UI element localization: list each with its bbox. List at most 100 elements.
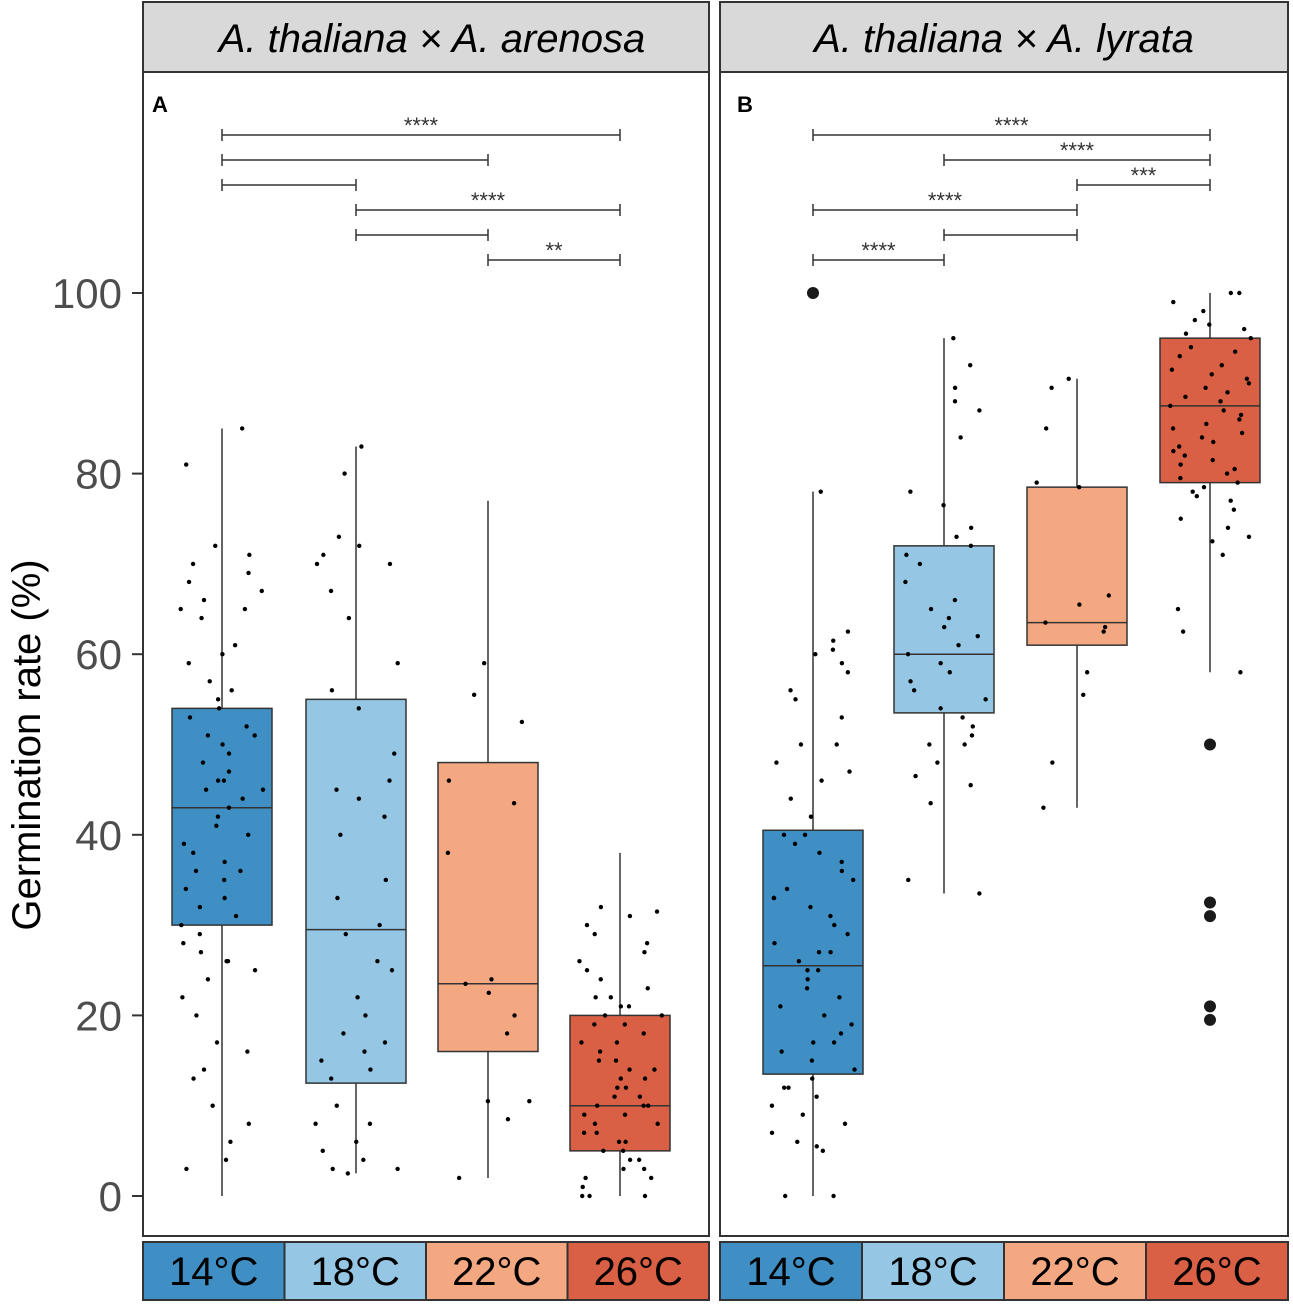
data-point [1178,475,1183,481]
data-point [956,642,961,648]
panel-a-letter: A [152,92,168,117]
data-point [786,1085,791,1090]
y-tick-label: 60 [75,631,122,678]
data-point [247,552,252,558]
data-point [579,1040,584,1045]
data-point [238,868,243,874]
outlier-point [1204,910,1216,923]
panel-a-plot: ********** [171,113,671,1199]
data-point [820,1148,826,1154]
data-point [197,931,202,937]
data-point [952,597,958,603]
data-point [772,940,777,946]
data-point [809,1058,815,1063]
data-point [830,647,836,652]
y-ticks: 0 20 40 60 80 100 [52,270,143,1220]
data-point [1244,376,1250,381]
data-point [346,615,352,621]
data-point [839,859,844,865]
data-point [1219,363,1224,368]
data-point [659,1013,665,1018]
data-point [814,1144,819,1149]
data-point [838,1031,844,1036]
data-point [796,959,802,964]
panel-b-category-legend: 14°C 18°C 22°C 26°C [719,1241,1289,1301]
data-point [795,1139,800,1145]
data-point [968,525,974,530]
data-point [781,832,787,837]
data-point [977,891,982,896]
data-point [335,895,340,901]
data-point [1188,344,1194,350]
data-point [602,1013,608,1018]
data-point [1204,421,1209,427]
data-point [357,543,362,549]
data-point [584,968,590,973]
data-point [1232,349,1238,354]
data-point [832,922,837,928]
data-point [583,1175,588,1181]
box-18°C [305,698,407,1084]
data-point [1221,408,1226,413]
data-point [845,629,851,634]
data-point [181,841,187,847]
data-point [180,995,185,1000]
data-point [620,1148,626,1154]
legend-swatch-2 [425,1241,569,1301]
data-point [229,688,234,693]
data-point [906,877,911,883]
data-point [908,679,913,684]
data-point [245,1049,250,1054]
y-tick-label: 0 [99,1173,122,1220]
data-point [207,679,212,684]
data-point [1210,457,1215,463]
data-point [1207,322,1212,327]
data-point [334,787,339,792]
data-point [1050,760,1055,765]
data-point [941,624,947,630]
data-point [1178,516,1183,521]
data-point [1231,507,1237,512]
data-point [359,444,364,449]
data-point [463,981,468,986]
data-point [321,552,326,558]
legend-swatch-2 [1003,1241,1147,1301]
data-point [828,949,833,955]
data-point [805,977,810,982]
data-point [1248,335,1253,341]
y-tick-label: 40 [75,812,122,859]
data-point [1201,308,1206,314]
data-point [1225,390,1230,395]
data-point [1192,317,1198,323]
data-point [1101,629,1106,634]
data-point [952,399,958,404]
data-point [446,778,452,783]
data-point [938,661,943,666]
data-point [800,1112,806,1117]
data-point [962,742,967,747]
data-point [1168,403,1173,409]
data-point [377,922,382,928]
data-point [260,787,266,792]
data-point [242,606,248,612]
comparison-significance: **** [404,113,439,138]
data-point [1041,805,1046,810]
data-point [1171,448,1176,454]
data-point [215,697,221,702]
data-point [938,706,943,711]
data-point [839,715,844,720]
data-point [960,715,965,720]
data-point [216,706,222,711]
data-point [615,1085,620,1090]
comparison-significance: ** [545,238,563,263]
data-point [1106,593,1112,598]
data-point [389,968,395,973]
data-point [210,1103,215,1108]
box-22°C [437,761,539,1053]
data-point [1077,602,1082,607]
data-point [343,931,348,937]
data-point [200,760,206,765]
legend-swatch-0 [719,1241,863,1301]
data-point [382,814,387,819]
data-point [329,688,335,693]
